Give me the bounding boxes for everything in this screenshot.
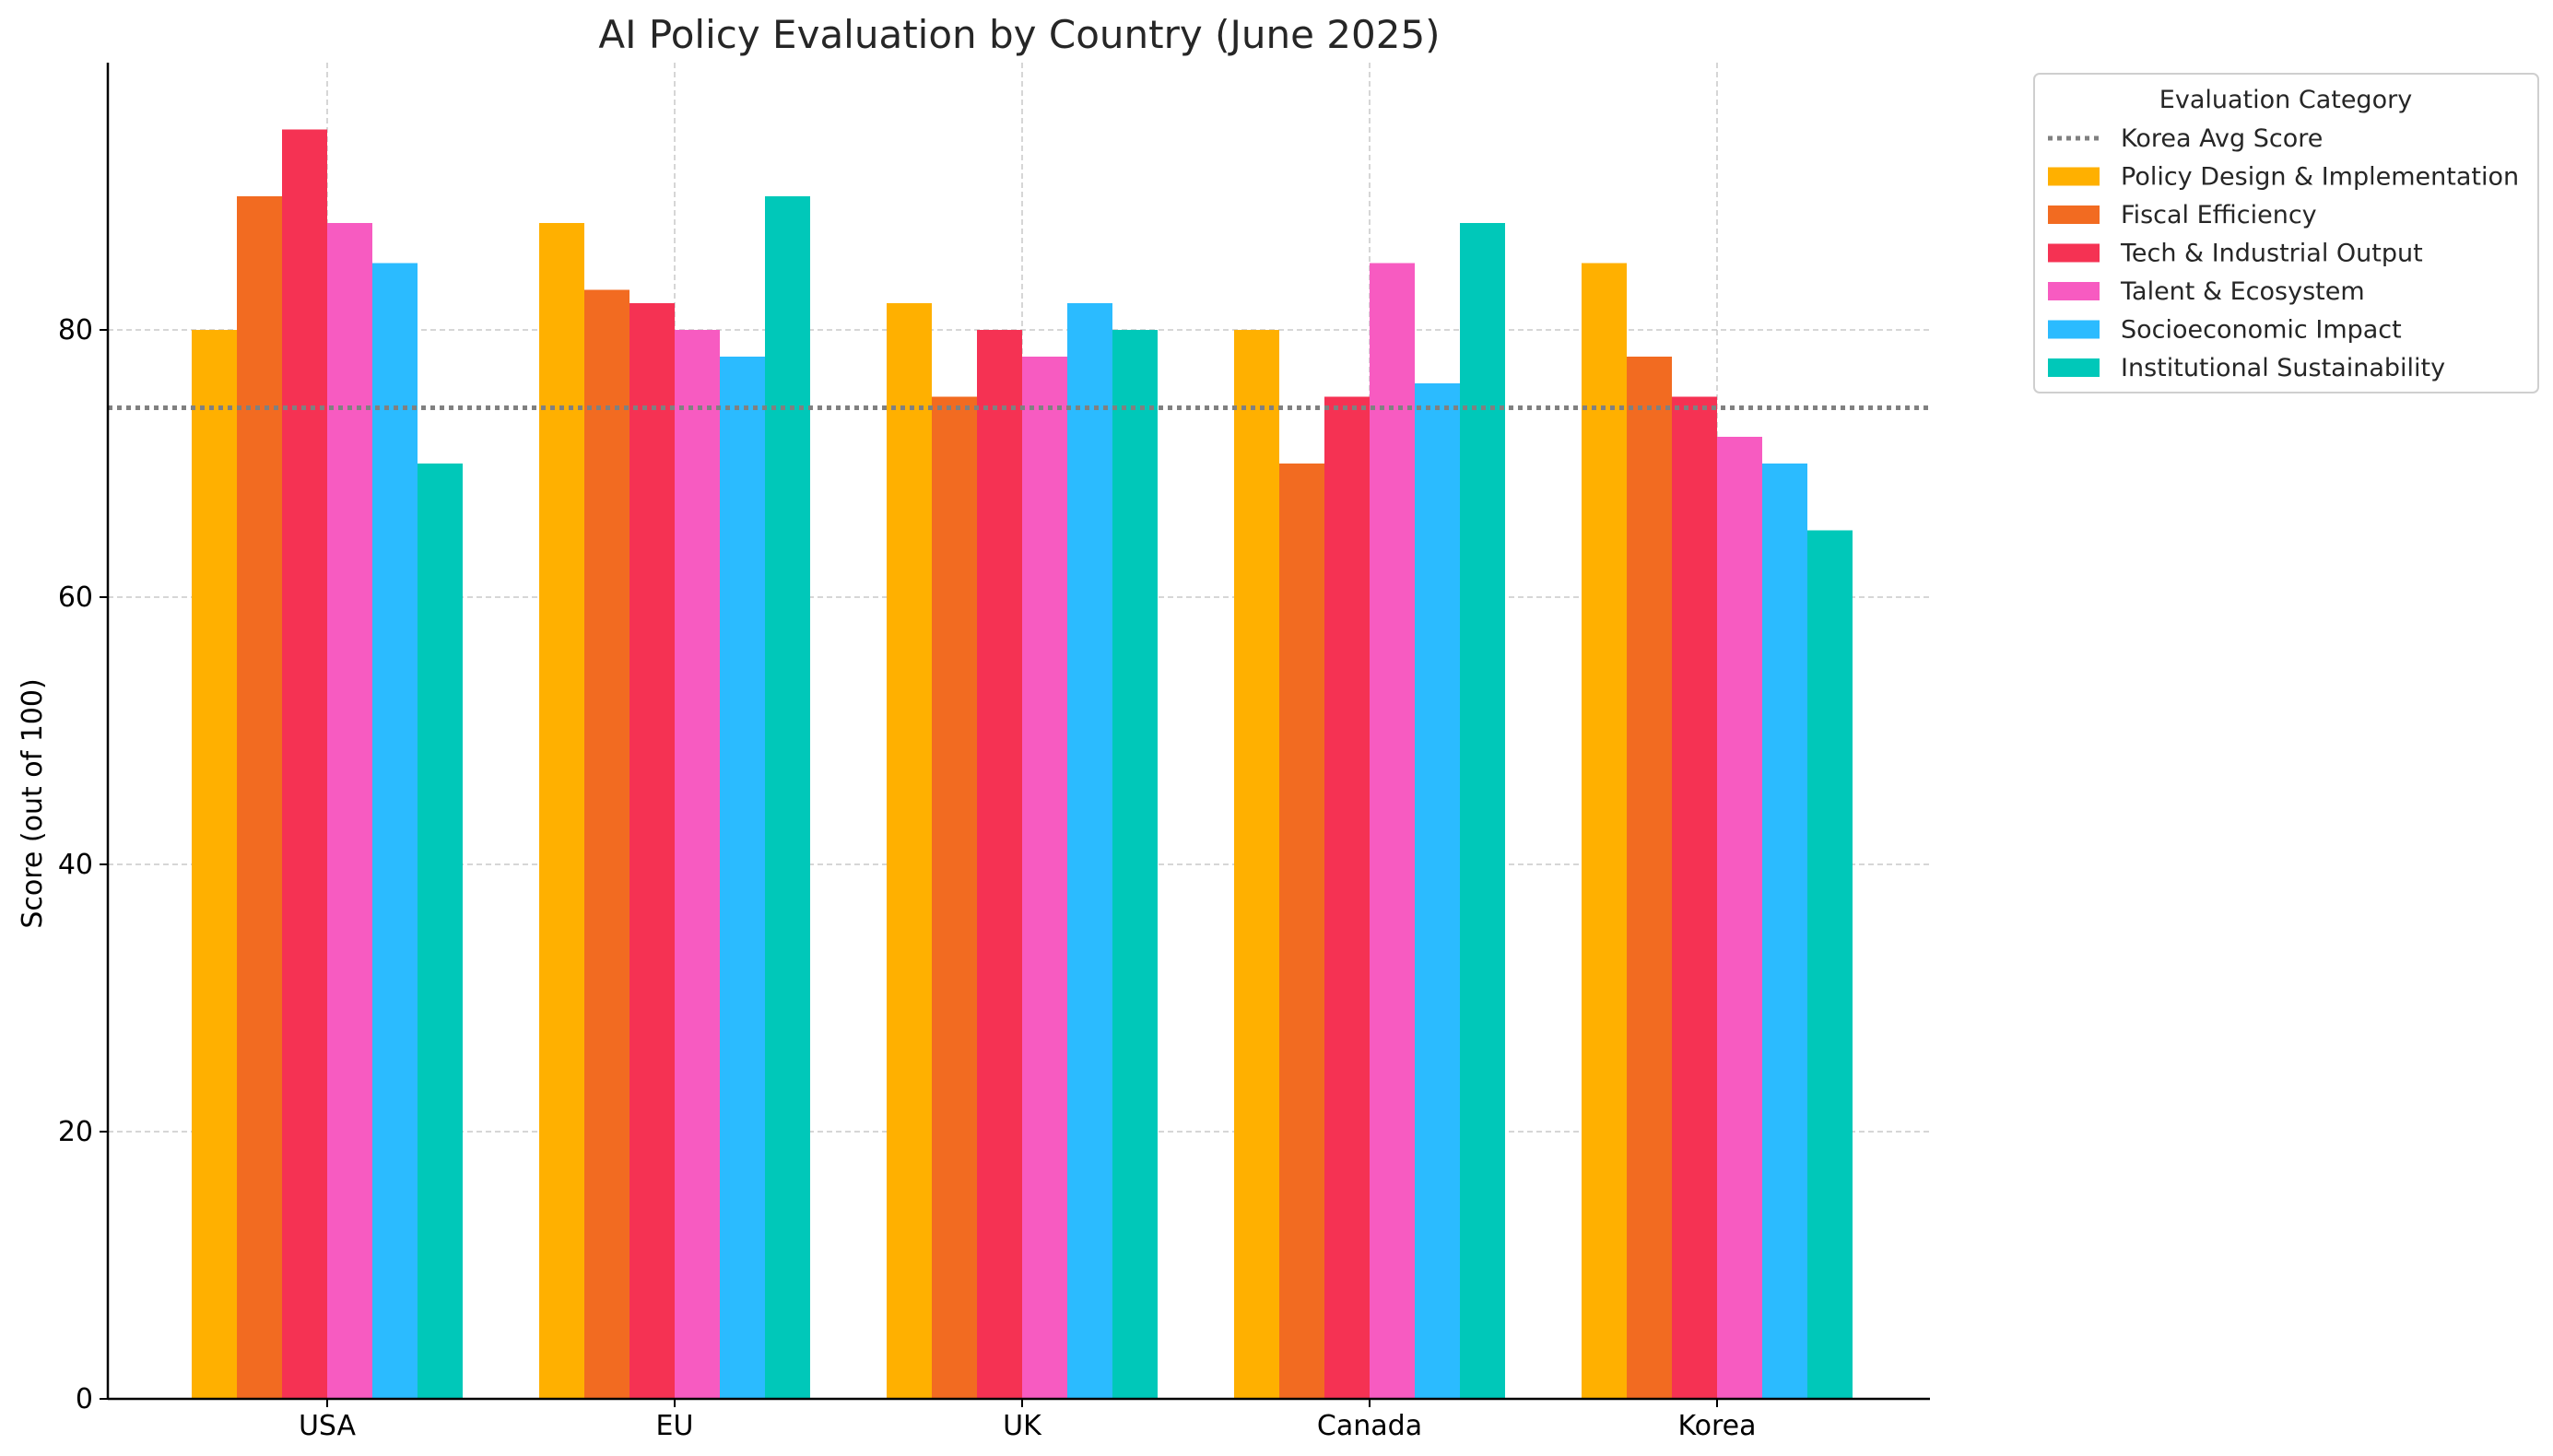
bar-policy-design-implementation-usa — [192, 330, 237, 1399]
bar-talent-ecosystem-korea — [1717, 437, 1762, 1399]
y-tick-label: 80 — [58, 314, 93, 346]
legend-swatch — [2048, 243, 2100, 263]
tick-labels: 0 20 40 60 80 USA EU UK Canada Korea — [58, 314, 1757, 1442]
y-tick-label: 0 — [76, 1383, 93, 1415]
legend-swatch — [2048, 167, 2100, 186]
bar-talent-ecosystem-canada — [1370, 263, 1415, 1399]
legend: Evaluation Category Korea Avg Score Polic… — [2033, 73, 2539, 393]
legend-swatch — [2048, 320, 2100, 339]
axes — [100, 63, 1930, 1407]
bar-institutional-sustainability-canada — [1460, 223, 1505, 1399]
bar-talent-ecosystem-uk — [1022, 357, 1067, 1399]
bar-policy-design-implementation-uk — [887, 303, 932, 1399]
bar-tech-industrial-output-uk — [977, 330, 1022, 1399]
bar-socioeconomic-impact-uk — [1067, 303, 1112, 1399]
bar-fiscal-efficiency-korea — [1627, 357, 1672, 1399]
x-tick-label: Korea — [1677, 1410, 1756, 1442]
bar-institutional-sustainability-eu — [765, 196, 810, 1399]
x-tick-label: Canada — [1317, 1410, 1422, 1442]
legend-label: Fiscal Efficiency — [2121, 201, 2317, 229]
bar-fiscal-efficiency-canada — [1279, 464, 1324, 1399]
legend-title: Evaluation Category — [2159, 86, 2412, 114]
bar-fiscal-efficiency-usa — [237, 196, 282, 1399]
y-tick-label: 60 — [58, 581, 93, 614]
bar-tech-industrial-output-canada — [1324, 396, 1370, 1399]
bar-socioeconomic-impact-usa — [372, 263, 418, 1399]
bar-institutional-sustainability-korea — [1807, 530, 1853, 1399]
y-tick-label: 20 — [58, 1116, 93, 1148]
y-axis-label: Score (out of 100) — [17, 678, 49, 928]
legend-items: Korea Avg Score Policy Design & Implement… — [2048, 124, 2519, 382]
legend-swatch — [2048, 358, 2100, 377]
bar-institutional-sustainability-usa — [418, 464, 463, 1399]
legend-label: Socioeconomic Impact — [2121, 316, 2402, 345]
bar-socioeconomic-impact-korea — [1762, 464, 1807, 1399]
legend-label: Tech & Industrial Output — [2120, 240, 2423, 268]
legend-label: Policy Design & Implementation — [2121, 163, 2519, 192]
bar-policy-design-implementation-canada — [1234, 330, 1279, 1399]
chart-title: AI Policy Evaluation by Country (June 20… — [598, 12, 1440, 57]
bar-institutional-sustainability-uk — [1112, 330, 1158, 1399]
legend-label: Institutional Sustainability — [2121, 354, 2445, 382]
bar-fiscal-efficiency-eu — [584, 289, 629, 1399]
bar-talent-ecosystem-eu — [675, 330, 720, 1399]
x-tick-label: UK — [1003, 1410, 1042, 1442]
x-tick-label: EU — [656, 1410, 694, 1442]
bar-tech-industrial-output-korea — [1672, 396, 1717, 1399]
legend-box — [2033, 73, 2539, 393]
legend-label: Korea Avg Score — [2121, 124, 2323, 153]
bar-policy-design-implementation-korea — [1582, 263, 1627, 1399]
bars — [192, 129, 1853, 1399]
bar-socioeconomic-impact-eu — [720, 357, 765, 1399]
bar-tech-industrial-output-usa — [282, 129, 327, 1399]
x-tick-label: USA — [299, 1410, 357, 1442]
legend-label: Talent & Ecosystem — [2120, 277, 2365, 306]
bar-policy-design-implementation-eu — [539, 223, 584, 1399]
bar-tech-industrial-output-eu — [629, 303, 675, 1399]
bar-socioeconomic-impact-canada — [1415, 383, 1460, 1399]
bar-fiscal-efficiency-uk — [932, 396, 977, 1399]
legend-swatch — [2048, 205, 2100, 224]
y-tick-label: 40 — [58, 849, 93, 881]
bar-talent-ecosystem-usa — [327, 223, 372, 1399]
legend-swatch — [2048, 282, 2100, 300]
